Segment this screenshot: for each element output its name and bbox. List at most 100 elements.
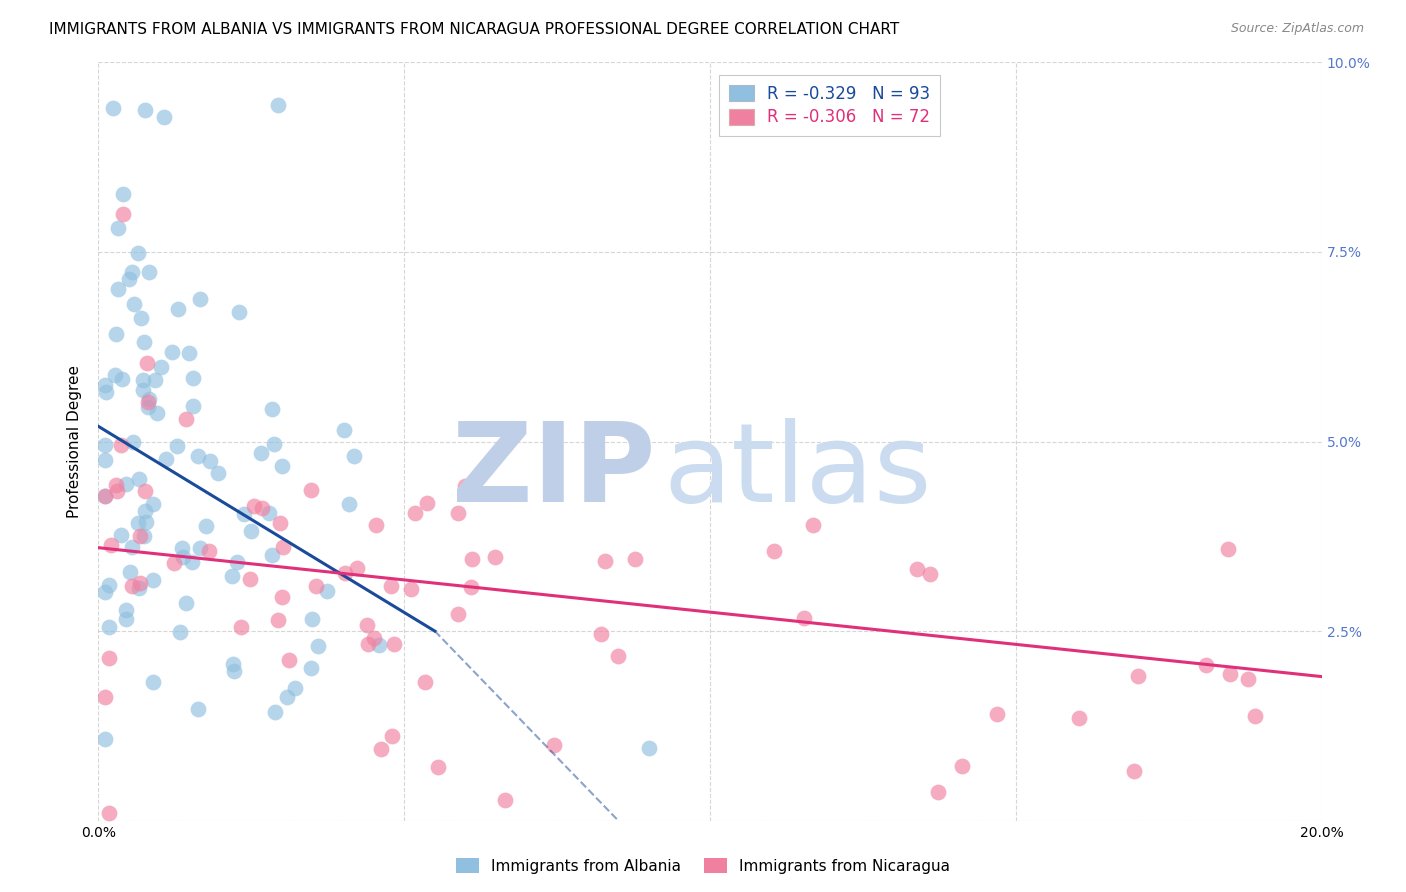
Point (105, 477, 128, 491)
Text: Source: ZipAtlas.com: Source: ZipAtlas.com (1230, 22, 1364, 36)
Legend: Immigrants from Albania, Immigrants from Nicaragua: Immigrants from Albania, Immigrants from… (450, 852, 956, 880)
Point (107, 221, 129, 235)
Point (593, 554, 616, 568)
Point (166, 439, 188, 453)
Point (132, 335, 155, 350)
Point (121, 435, 143, 450)
Point (301, 612, 323, 626)
Point (591, 627, 613, 641)
Point (270, 590, 292, 604)
Point (262, 548, 284, 562)
Point (134, 504, 156, 518)
Point (142, 497, 165, 511)
Point (138, 265, 160, 279)
Point (128, 529, 150, 543)
Point (543, 739, 565, 753)
Point (250, 446, 273, 460)
Point (382, 637, 405, 651)
Point (343, 449, 366, 463)
Point (112, 187, 135, 202)
Point (793, 611, 815, 625)
Point (277, 653, 299, 667)
Point (97, 620, 120, 634)
Point (229, 620, 252, 634)
Point (262, 402, 284, 417)
Point (143, 373, 166, 387)
Point (174, 412, 197, 426)
Point (315, 583, 337, 598)
Point (1244, 708, 1267, 723)
Point (335, 566, 357, 581)
Point (413, 675, 436, 690)
Point (187, 702, 209, 716)
Point (142, 573, 165, 587)
Text: atlas: atlas (664, 418, 932, 525)
Point (136, 395, 159, 409)
Point (163, 556, 186, 570)
Point (111, 207, 134, 221)
Point (107, 282, 129, 296)
Point (181, 399, 204, 413)
Point (93, 690, 115, 704)
Point (170, 541, 193, 555)
Point (110, 528, 132, 542)
Point (399, 582, 422, 597)
Point (221, 569, 243, 583)
Point (149, 359, 172, 374)
Point (380, 579, 402, 593)
Point (276, 690, 298, 704)
Point (128, 581, 150, 595)
Point (188, 292, 211, 306)
Point (637, 740, 661, 755)
Point (162, 345, 184, 359)
Point (426, 759, 449, 773)
Point (93, 438, 115, 452)
Point (1195, 657, 1218, 672)
Point (299, 483, 322, 498)
Point (198, 454, 221, 468)
Point (986, 707, 1008, 722)
Point (128, 576, 150, 591)
Point (1236, 672, 1258, 686)
Point (927, 785, 949, 799)
Point (131, 384, 153, 398)
Point (104, 368, 127, 382)
Point (129, 310, 152, 325)
Point (1219, 666, 1241, 681)
Point (263, 436, 285, 450)
Point (952, 759, 974, 773)
Point (240, 524, 263, 538)
Point (257, 506, 280, 520)
Point (232, 507, 254, 521)
Point (135, 515, 157, 529)
Point (370, 742, 392, 756)
Point (194, 518, 217, 533)
Point (121, 540, 143, 554)
Legend: R = -0.329   N = 93, R = -0.306   N = 72: R = -0.329 N = 93, R = -0.306 N = 72 (718, 75, 941, 136)
Point (98, 806, 121, 821)
Point (267, 98, 290, 112)
Point (131, 373, 153, 387)
Point (333, 423, 356, 437)
Point (270, 516, 292, 530)
Point (155, 452, 177, 467)
Point (134, 484, 156, 499)
Point (363, 631, 385, 645)
Point (801, 517, 824, 532)
Point (172, 549, 194, 564)
Point (198, 544, 221, 558)
Point (169, 625, 191, 640)
Point (93, 584, 115, 599)
Point (364, 517, 387, 532)
Point (188, 541, 211, 555)
Point (127, 246, 149, 260)
Point (267, 613, 290, 627)
Point (1216, 541, 1239, 556)
Point (299, 661, 322, 675)
Point (404, 506, 426, 520)
Point (222, 665, 245, 679)
Point (920, 567, 942, 582)
Point (271, 541, 294, 555)
Point (132, 528, 155, 542)
Point (606, 649, 628, 664)
